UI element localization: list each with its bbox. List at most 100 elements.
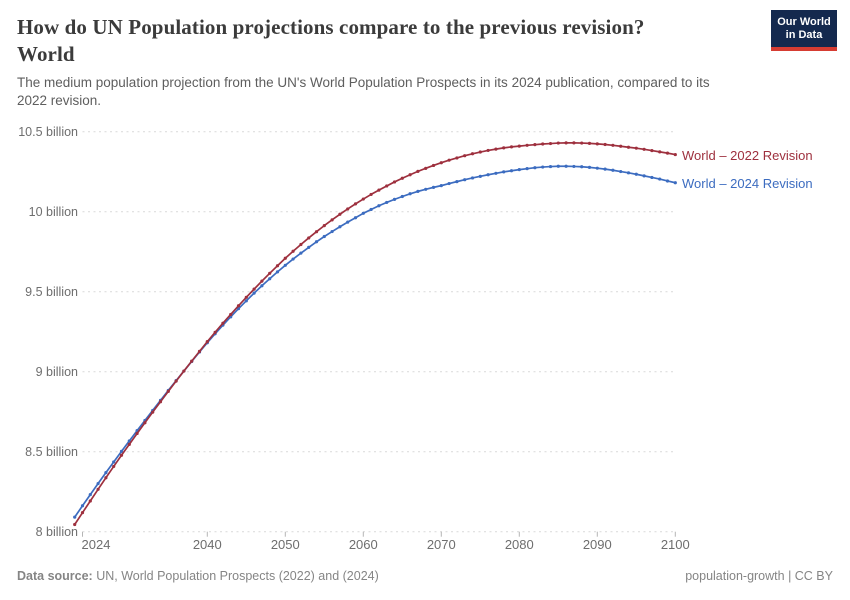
data-point[interactable] — [626, 171, 631, 175]
data-point[interactable] — [369, 207, 373, 212]
data-point[interactable] — [525, 167, 529, 171]
data-point[interactable] — [119, 449, 124, 453]
data-point[interactable] — [626, 145, 631, 149]
data-point[interactable] — [439, 184, 443, 188]
data-point[interactable] — [502, 170, 506, 174]
data-point[interactable] — [634, 146, 638, 150]
data-point[interactable] — [119, 453, 124, 457]
data-point[interactable] — [439, 161, 443, 165]
data-point[interactable] — [486, 148, 490, 153]
data-point[interactable] — [291, 249, 295, 253]
data-point[interactable] — [463, 154, 467, 158]
data-point[interactable] — [88, 492, 92, 497]
data-point[interactable] — [556, 141, 560, 145]
data-point[interactable] — [353, 202, 358, 206]
data-point[interactable] — [431, 163, 436, 168]
data-point[interactable] — [338, 225, 342, 229]
series-line-2024-revision[interactable] — [73, 165, 677, 518]
data-point[interactable] — [572, 164, 576, 169]
data-point[interactable] — [299, 251, 303, 255]
data-point[interactable] — [658, 177, 662, 181]
data-point[interactable] — [603, 167, 607, 171]
data-point[interactable] — [73, 515, 77, 519]
data-point[interactable] — [112, 460, 116, 464]
data-point[interactable] — [80, 511, 85, 515]
data-point[interactable] — [361, 211, 365, 215]
data-point[interactable] — [611, 143, 615, 147]
data-point[interactable] — [564, 141, 568, 145]
data-point[interactable] — [642, 147, 646, 151]
data-point[interactable] — [104, 476, 108, 480]
data-point[interactable] — [619, 169, 623, 174]
data-point[interactable] — [275, 264, 280, 268]
data-point[interactable] — [291, 257, 295, 261]
data-point[interactable] — [548, 164, 553, 169]
data-point[interactable] — [533, 166, 537, 170]
data-point[interactable] — [322, 234, 326, 239]
data-point[interactable] — [275, 270, 280, 274]
data-point[interactable] — [96, 481, 100, 486]
data-point[interactable] — [611, 168, 615, 172]
data-point[interactable] — [213, 330, 217, 334]
data-point[interactable] — [525, 143, 529, 147]
data-point[interactable] — [338, 212, 342, 216]
data-point[interactable] — [182, 369, 186, 373]
data-point[interactable] — [619, 144, 623, 148]
data-point[interactable] — [603, 142, 607, 147]
data-point[interactable] — [408, 173, 412, 177]
data-point[interactable] — [385, 200, 389, 205]
data-point[interactable] — [174, 379, 178, 383]
data-point[interactable] — [322, 224, 326, 228]
data-point[interactable] — [229, 312, 233, 317]
data-point[interactable] — [143, 421, 147, 425]
data-point[interactable] — [455, 180, 459, 184]
data-point[interactable] — [541, 142, 545, 146]
data-point[interactable] — [658, 150, 662, 154]
data-point[interactable] — [283, 263, 287, 267]
data-point[interactable] — [517, 168, 521, 172]
data-point[interactable] — [353, 216, 358, 220]
data-point[interactable] — [112, 464, 116, 469]
data-point[interactable] — [158, 400, 163, 404]
data-point[interactable] — [502, 146, 506, 150]
data-point[interactable] — [533, 143, 537, 147]
data-point[interactable] — [650, 148, 654, 153]
data-point[interactable] — [470, 152, 475, 156]
data-point[interactable] — [665, 179, 670, 183]
license-link[interactable]: population-growth | CC BY — [685, 569, 833, 583]
data-point[interactable] — [346, 220, 350, 224]
data-point[interactable] — [190, 359, 194, 363]
data-point[interactable] — [431, 185, 436, 189]
data-point[interactable] — [88, 499, 92, 503]
data-point[interactable] — [424, 166, 428, 170]
legend-label-2022-revision[interactable]: World – 2022 Revision — [682, 147, 813, 163]
data-point[interactable] — [447, 181, 451, 186]
data-point[interactable] — [478, 174, 482, 178]
data-point[interactable] — [556, 164, 560, 168]
data-point[interactable] — [392, 197, 397, 201]
data-point[interactable] — [330, 218, 334, 222]
data-point[interactable] — [408, 192, 412, 196]
data-point[interactable] — [307, 245, 311, 249]
legend-label-2024-revision[interactable]: World – 2024 Revision — [682, 175, 813, 191]
data-point[interactable] — [400, 176, 404, 180]
data-point[interactable] — [377, 188, 381, 192]
data-point[interactable] — [587, 141, 592, 145]
data-point[interactable] — [650, 175, 654, 180]
data-point[interactable] — [509, 169, 514, 173]
data-point[interactable] — [268, 277, 272, 281]
data-point[interactable] — [96, 487, 100, 491]
data-point[interactable] — [572, 141, 576, 145]
data-point[interactable] — [564, 164, 568, 168]
data-point[interactable] — [463, 178, 467, 182]
data-point[interactable] — [455, 156, 459, 160]
data-point[interactable] — [346, 207, 350, 211]
data-point[interactable] — [642, 174, 646, 178]
data-point[interactable] — [244, 295, 248, 299]
data-point[interactable] — [80, 504, 85, 508]
data-point[interactable] — [400, 194, 404, 199]
data-point[interactable] — [541, 165, 545, 169]
data-point[interactable] — [392, 180, 397, 184]
data-point[interactable] — [330, 229, 334, 234]
data-point[interactable] — [369, 192, 373, 197]
